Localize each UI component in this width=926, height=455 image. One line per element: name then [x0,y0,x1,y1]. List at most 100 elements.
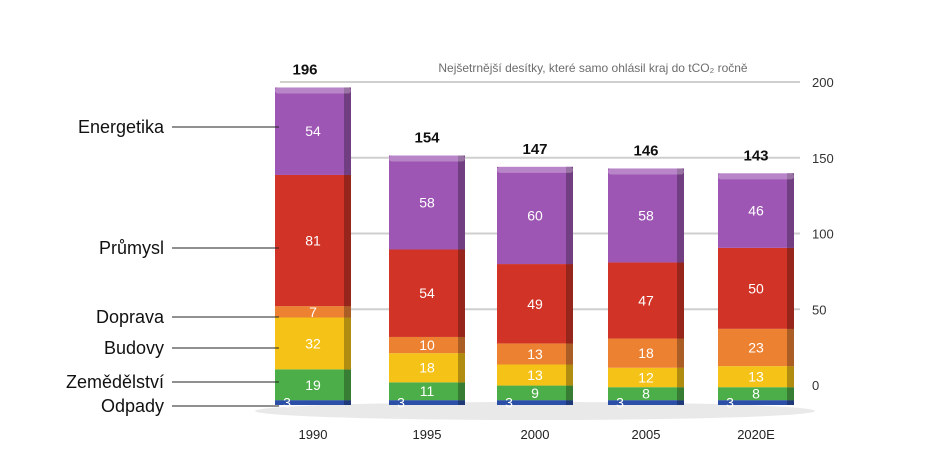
bar-segment-side [458,249,465,337]
bar-segment-budovy [497,364,573,386]
x-tick-label: 2000 [521,427,550,442]
data-label: 81 [305,233,321,249]
bar-top-highlight [275,87,351,94]
bar-segment-side [787,328,794,367]
y-tick-label: 50 [812,302,826,317]
bar-segment-side [677,387,684,401]
bar-segment-energetika [608,168,684,263]
bar-segment-side [566,400,573,405]
bar-segment-doprava [389,336,465,354]
legend-label: Doprava [96,307,165,327]
bar-segment-průmysl [608,262,684,339]
floor-shadow [255,402,815,420]
y-tick-label: 100 [812,227,834,242]
bar-segment-energetika [497,166,573,265]
bar-segment-doprava [497,343,573,365]
bar-segment-side [787,173,794,248]
bar-segment-side [458,400,465,405]
data-label: 58 [638,207,654,223]
bar-segment-side [566,166,573,265]
bar-segment-doprava [608,338,684,368]
data-label: 11 [420,383,435,399]
data-label: 10 [419,337,435,353]
legend: Odpady Zemědělství Budovy Doprava Průmysl Ene… [66,117,279,416]
bar-top-highlight [608,168,684,175]
bar-segment-průmysl [275,174,351,307]
bar-segment-zemědělství [497,385,573,401]
data-label: 18 [638,345,654,361]
bar-top-highlight [718,173,794,180]
data-label: 50 [748,280,764,296]
data-label: 19 [305,377,321,393]
data-label: 46 [748,203,764,219]
data-label: 60 [527,207,543,223]
bar-segment-side [344,317,351,370]
y-tick-label: 200 [812,75,834,90]
bar-segment-budovy [608,367,684,388]
data-label: 9 [531,385,539,401]
bar-segment-budovy [389,353,465,383]
bar-segment-průmysl [389,249,465,337]
data-labels: 3 19 32 7 81 54 196 3 11 18 10 54 58 154 3 9 13 13 49 60 147… [283,61,768,410]
data-label: 3 [283,395,291,411]
data-label: 3 [397,395,405,411]
bar-segment-energetika [718,173,794,248]
data-label: 3 [505,395,513,411]
bar-segment-side [787,387,794,401]
data-label: 18 [419,360,435,376]
bar-segment-side [344,369,351,401]
bar-total-label: 143 [743,147,768,164]
bar-segment-odpady [275,400,351,405]
x-tick-label: 1995 [413,427,442,442]
y-tick-label: 150 [812,151,834,166]
bar-segment-side [677,262,684,339]
bars [255,87,815,420]
bar-segment-side [566,343,573,365]
data-label: 13 [527,346,543,362]
bar-total-label: 147 [522,141,547,158]
bar-segment-side [677,367,684,388]
bar-segment-side [458,382,465,401]
bar-segment-energetika [275,87,351,175]
bar-segment-side [458,336,465,354]
bar-segment-průmysl [718,247,794,329]
data-label: 23 [748,339,764,355]
data-label: 3 [726,395,734,411]
bar-segment-side [677,168,684,263]
data-label: 58 [419,195,435,211]
bar-total-label: 196 [292,61,317,78]
data-label: 49 [527,296,543,312]
chart-title: Nejšetrnější desítky, které samo ohlásil… [438,61,748,75]
bar-segment-side [344,174,351,307]
x-tick-label: 2020E [737,427,775,442]
legend-label: Budovy [104,338,164,358]
bar-segment-zemědělství [718,387,794,401]
y-tick-label: 0 [812,378,819,393]
data-label: 13 [527,367,543,383]
bar-segment-doprava [275,306,351,318]
bar-segment-side [566,364,573,386]
bar-segment-side [677,400,684,405]
data-label: 54 [305,123,321,139]
data-label: 7 [309,304,317,320]
data-label: 8 [752,386,760,402]
bar-segment-side [344,87,351,175]
x-tick-label: 2005 [632,427,661,442]
bar-segment-budovy [275,317,351,370]
data-label: 47 [638,293,654,309]
legend-label: Odpady [101,396,164,416]
bar-total-label: 154 [414,130,440,147]
data-label: 54 [419,285,435,301]
legend-label: Energetika [78,117,165,137]
bar-segment-zemědělství [275,369,351,401]
bar-segment-side [458,155,465,250]
data-label: 12 [638,369,654,385]
bar-segment-zemědělství [608,387,684,401]
bar-segment-zemědělství [389,382,465,401]
bar-segment-odpady [718,400,794,405]
bar-segment-odpady [608,400,684,405]
data-label: 13 [748,369,764,385]
bar-segment-průmysl [497,264,573,344]
bar-segment-side [566,264,573,344]
